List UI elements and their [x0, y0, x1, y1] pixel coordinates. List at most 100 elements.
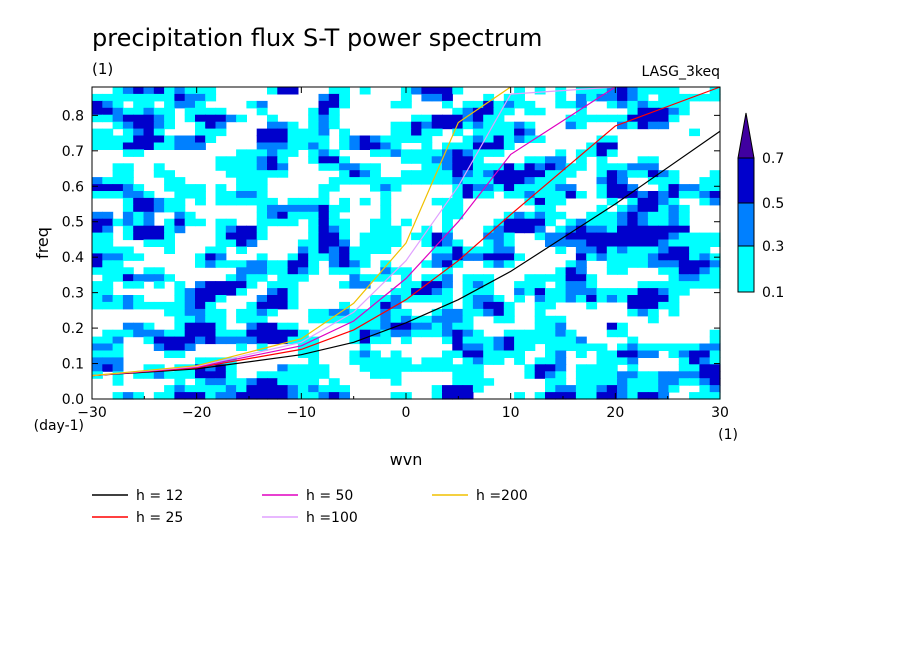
- heatmap-cell: [133, 218, 145, 227]
- heatmap-cell: [431, 163, 443, 171]
- heatmap-cell: [174, 184, 186, 192]
- heatmap-cell: [267, 149, 278, 157]
- heatmap-cell: [421, 170, 433, 178]
- heatmap-cell: [596, 385, 608, 393]
- heatmap-cell: [617, 385, 628, 393]
- heatmap-cell: [472, 364, 484, 372]
- heatmap-cell: [174, 288, 186, 296]
- heatmap-cell: [534, 170, 546, 178]
- heatmap-cell: [153, 93, 165, 102]
- heatmap-cell: [153, 135, 165, 143]
- heatmap-cell: [658, 253, 670, 261]
- heatmap-cell: [277, 218, 289, 227]
- heatmap-cell: [205, 392, 217, 400]
- heatmap-cell: [267, 308, 278, 317]
- heatmap-cell: [102, 267, 114, 275]
- heatmap-cell: [122, 267, 134, 275]
- heatmap-cell: [637, 385, 649, 393]
- heatmap-cell: [462, 107, 474, 116]
- heatmap-cell: [586, 288, 598, 296]
- heatmap-cell: [483, 135, 495, 143]
- heatmap-cell: [112, 267, 124, 275]
- heatmap-cell: [637, 281, 649, 289]
- heatmap-cell: [195, 184, 206, 192]
- colorbar-label: 0.5: [762, 196, 784, 212]
- heatmap-cell: [575, 385, 587, 393]
- heatmap-cell: [287, 260, 299, 268]
- heatmap-cell: [297, 371, 309, 379]
- heatmap-cell: [462, 121, 474, 130]
- heatmap-cell: [493, 350, 505, 358]
- heatmap-cell: [102, 281, 114, 289]
- heatmap-cell: [709, 378, 721, 386]
- heatmap-cell: [606, 329, 618, 338]
- heatmap-cell: [575, 253, 587, 261]
- heatmap-cell: [297, 211, 309, 220]
- heatmap-cell: [534, 177, 546, 185]
- heatmap-cell: [153, 392, 165, 400]
- heatmap-cell: [483, 239, 495, 247]
- heatmap-cell: [133, 301, 145, 310]
- heatmap-cell: [462, 156, 474, 164]
- heatmap-cell: [575, 93, 587, 102]
- heatmap-cell: [699, 177, 711, 185]
- heatmap-cell: [195, 142, 206, 150]
- heatmap-cell: [565, 218, 577, 227]
- heatmap-cell: [339, 93, 350, 102]
- heatmap-cell: [102, 191, 114, 199]
- heatmap-cell: [617, 100, 628, 109]
- heatmap-cell: [689, 128, 700, 137]
- heatmap-cell: [308, 142, 320, 150]
- heatmap-cell: [647, 239, 659, 247]
- heatmap-cell: [493, 253, 505, 261]
- heatmap-cell: [359, 281, 371, 289]
- heatmap-cell: [545, 218, 556, 227]
- heatmap-cell: [328, 184, 340, 192]
- heatmap-cell: [431, 170, 443, 178]
- heatmap-cell: [174, 350, 186, 358]
- heatmap-cell: [442, 281, 453, 289]
- heatmap-cell: [514, 87, 525, 95]
- heatmap-cell: [318, 204, 330, 213]
- heatmap-cell: [627, 170, 639, 178]
- heatmap-cell: [349, 246, 361, 254]
- heatmap-cell: [617, 211, 628, 220]
- heatmap-cell: [359, 163, 371, 171]
- heatmap-cell: [143, 336, 155, 345]
- heatmap-cell: [339, 301, 350, 310]
- heatmap-cell: [256, 142, 268, 150]
- heatmap-cell: [339, 281, 350, 289]
- heatmap-cell: [287, 288, 299, 296]
- heatmap-cell: [493, 232, 505, 241]
- heatmap-cell: [472, 295, 484, 303]
- heatmap-cell: [308, 211, 320, 220]
- heatmap-cell: [545, 357, 556, 365]
- heatmap-cell: [122, 163, 134, 171]
- heatmap-cell: [555, 93, 567, 102]
- heatmap-cell: [236, 232, 247, 241]
- heatmap-cell: [534, 371, 546, 379]
- heatmap-cell: [421, 149, 433, 157]
- heatmap-cell: [215, 239, 227, 247]
- heatmap-cell: [277, 211, 289, 220]
- heatmap-cell: [184, 184, 196, 192]
- heatmap-cell: [586, 218, 598, 227]
- heatmap-cell: [524, 211, 536, 220]
- heatmap-cell: [297, 142, 309, 150]
- heatmap-cell: [133, 253, 145, 261]
- heatmap-cell: [256, 163, 268, 171]
- heatmap-cell: [462, 191, 474, 199]
- heatmap-cell: [462, 142, 474, 150]
- heatmap-cell: [287, 204, 299, 213]
- heatmap-cell: [668, 343, 680, 351]
- heatmap-cell: [462, 295, 474, 303]
- heatmap-cell: [164, 329, 175, 338]
- heatmap-cell: [442, 93, 453, 102]
- heatmap-cell: [647, 197, 659, 206]
- heatmap-cell: [668, 301, 680, 310]
- colorbar-label: 0.1: [762, 285, 784, 301]
- heatmap-cell: [647, 343, 659, 351]
- x-tick-label: −20: [182, 405, 212, 421]
- heatmap-cell: [442, 315, 453, 324]
- heatmap-cell: [452, 364, 464, 372]
